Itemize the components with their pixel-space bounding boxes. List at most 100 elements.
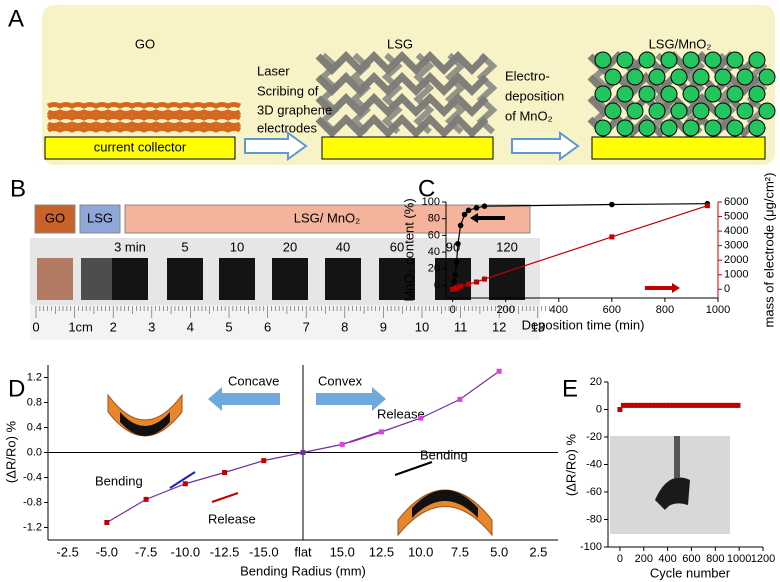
marker [649, 402, 655, 408]
marker [481, 276, 487, 282]
marker [703, 402, 709, 408]
y-tick-label: -1.2 [23, 521, 42, 533]
x-tick-label: 15.0 [330, 544, 355, 559]
x-tick-label: -15.0 [249, 544, 279, 559]
tag [79, 204, 121, 234]
y-axis-label: (ΔR/Ro) % [3, 420, 18, 483]
marker [642, 402, 648, 408]
y-tick-label: 60 [428, 229, 440, 241]
go-layer [46, 121, 242, 128]
annotation: Release [208, 511, 256, 526]
marker [685, 402, 691, 408]
x-tick-label: 800 [656, 304, 674, 316]
marker [710, 402, 716, 408]
mno2-particle [748, 51, 766, 69]
annotation-arrow [211, 492, 239, 503]
lattice-strand [318, 52, 340, 135]
ruler-label: 5 [225, 319, 232, 334]
mno2-particle [748, 85, 766, 103]
x-tick-label: 800 [706, 553, 724, 565]
marker [692, 402, 698, 408]
current-collector [591, 136, 766, 160]
stage-label: GO [135, 36, 155, 51]
mno2-particle [616, 85, 634, 103]
marker [451, 278, 457, 285]
mno2-particle [758, 102, 776, 120]
lattice-strand [476, 52, 498, 135]
go-layers [46, 102, 242, 133]
mno2-particle [604, 68, 622, 86]
sample [112, 258, 148, 300]
mno2-particle [638, 85, 656, 103]
mno2-particle [758, 68, 776, 86]
x-tick-label: 1000 [727, 553, 751, 565]
marker [466, 281, 472, 287]
ruler-label: 6 [264, 319, 271, 334]
mno2-particle [638, 51, 656, 69]
sample [167, 258, 203, 300]
ruler-label: 8 [341, 319, 348, 334]
y-tick-label: -60 [586, 486, 602, 498]
lattice-strand [444, 52, 466, 135]
marker [481, 203, 488, 209]
mno2-particle [670, 102, 688, 120]
marker [674, 402, 680, 408]
ruler-label: 11 [454, 319, 468, 334]
marker [609, 201, 615, 208]
marker [465, 207, 472, 214]
step-text: Scribing of [257, 83, 319, 98]
x-tick-label: 600 [682, 553, 700, 565]
time-label: 120 [496, 239, 518, 254]
x-tick-label: 200 [635, 553, 653, 565]
panel-label: D [8, 375, 25, 402]
mno2-particle [626, 102, 644, 120]
x-tick-label: -7.5 [135, 544, 157, 559]
y2-tick-label: 4000 [724, 225, 748, 237]
sample [489, 258, 525, 300]
marker [628, 402, 634, 408]
panel-label: B [10, 175, 26, 202]
mno2-particle [748, 119, 766, 137]
annotation: Convex [318, 373, 363, 388]
sample [272, 258, 308, 300]
annotation: Bending [420, 447, 468, 462]
x-axis-label: Deposition time (min) [522, 317, 645, 332]
arrow [511, 131, 580, 161]
step-text: Laser [257, 63, 290, 78]
lattice-strand [587, 114, 761, 138]
axis-arrow [470, 213, 505, 223]
photo-object [674, 436, 680, 478]
panel-label: C [418, 175, 435, 202]
tag [34, 204, 76, 234]
marker [474, 279, 480, 285]
y-axis-label: MnO₂ content (%) [401, 198, 416, 301]
sample [37, 258, 73, 300]
x-tick-label: 400 [550, 304, 568, 316]
annotation: Bending [95, 473, 143, 488]
marker [681, 402, 687, 408]
y-tick-label: -40 [586, 458, 602, 470]
marker [731, 402, 737, 408]
go-layer [46, 114, 242, 121]
mno2-particle [726, 119, 744, 137]
y2-tick-label: 3000 [724, 240, 748, 252]
annotation-arrow [394, 461, 433, 476]
x-tick-label: 2.5 [529, 544, 547, 559]
x-tick-label: 1200 [751, 553, 775, 565]
y-tick-label: -0.8 [23, 496, 42, 508]
ruler-label: 3 [148, 319, 155, 334]
marker [671, 402, 677, 408]
step-text: of MnO₂ [505, 108, 553, 123]
y2-tick-label: 2000 [724, 254, 748, 266]
x-axis-label: Cycle number [650, 565, 731, 580]
ruler-label: 9 [380, 319, 387, 334]
mno2-particle [594, 119, 612, 137]
mno2-particle [616, 51, 634, 69]
step-text: electrodes [257, 120, 317, 135]
sensor-illustration [412, 490, 478, 518]
ruler-label: 13 [531, 319, 545, 334]
stage-label: LSG [387, 36, 413, 51]
mno2-particle [704, 51, 722, 69]
